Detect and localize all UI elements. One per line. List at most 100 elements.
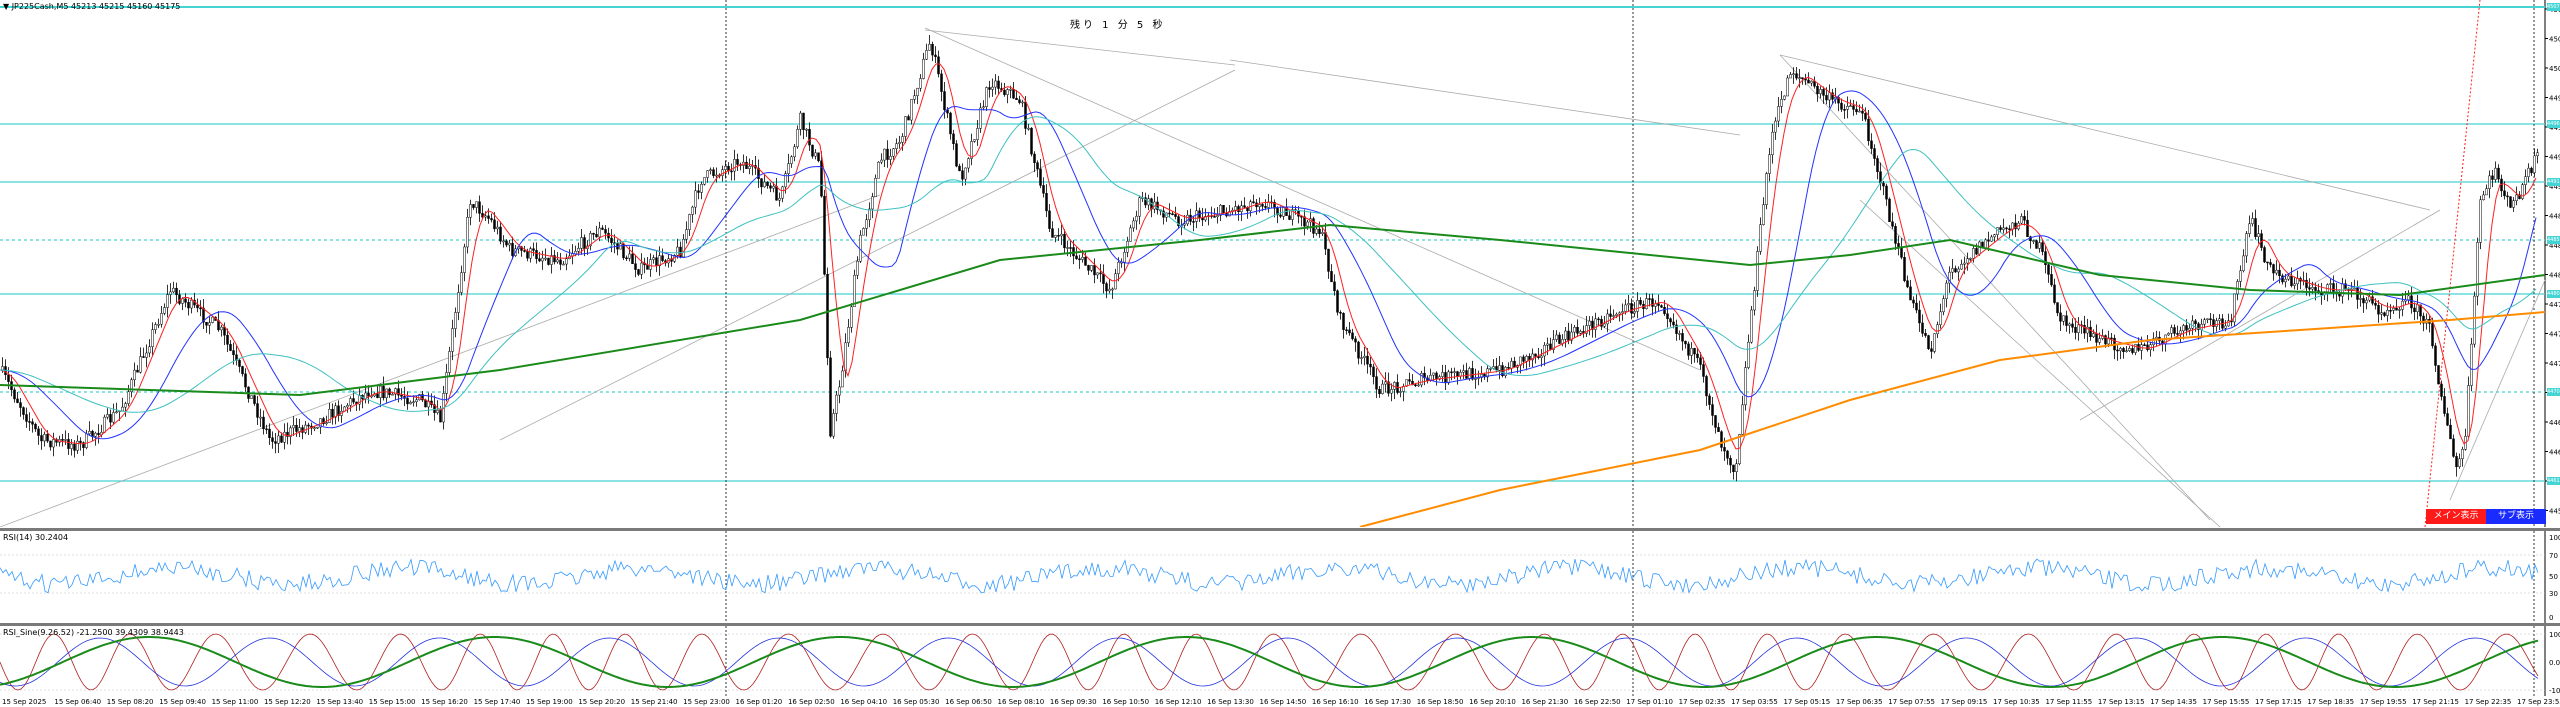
candlestick-series (1, 34, 2539, 482)
oscillator-tick-label: 0.00 (2549, 659, 2560, 667)
candle-body (610, 237, 613, 243)
candle-body (2371, 296, 2374, 304)
candle-body (337, 405, 340, 416)
candle-body (1774, 120, 1777, 133)
candle-body (1750, 309, 1753, 343)
main-chart-pane[interactable]: 4508245052450224499244962449324490244872… (0, 0, 2560, 527)
candle-body (322, 418, 325, 425)
candle-body (2383, 312, 2386, 316)
candle-body (2026, 219, 2029, 237)
candle-body (526, 251, 529, 259)
oscillator-pane[interactable]: 100 0.00 -100 RSI_Sine(9.26.52) -21.2500 3… (0, 623, 2560, 696)
candle-body (652, 257, 655, 260)
candle-body (988, 87, 991, 90)
time-tick-label: 17 Sep 14:35 (2150, 698, 2197, 706)
candle-body (1324, 232, 1327, 250)
rsi-chart[interactable]: 100 70 50 30 0 (0, 531, 2560, 623)
rsi-line (0, 558, 2539, 594)
candle-body (763, 181, 766, 188)
candle-body (145, 352, 148, 358)
candle-body (1429, 374, 1432, 382)
candle-body (2485, 188, 2488, 196)
candle-body (598, 227, 601, 238)
oscillator-tick-label: 100 (2549, 631, 2560, 639)
time-tick-label: 17 Sep 10:35 (1993, 698, 2040, 706)
candle-body (994, 80, 997, 88)
candle-body (2482, 194, 2485, 201)
time-tick-label: 16 Sep 09:30 (1050, 698, 1097, 706)
candle-body (2104, 335, 2107, 345)
candle-body (1723, 447, 1726, 452)
candle-body (1615, 313, 1618, 316)
candle-body (1216, 215, 1219, 218)
candle-body (2128, 348, 2131, 351)
price-chart[interactable]: 4508245052450224499244962449324490244872… (0, 0, 2560, 527)
candle-body (2365, 299, 2368, 304)
candle-body (1423, 372, 1426, 379)
candle-body (583, 237, 586, 249)
candle-body (637, 269, 640, 275)
candle-body (2215, 320, 2218, 327)
candle-body (1966, 258, 1969, 264)
candle-body (2275, 269, 2278, 274)
candle-body (1993, 234, 1996, 238)
candle-body (454, 312, 457, 329)
candle-body (799, 112, 802, 130)
candle-body (2218, 318, 2221, 321)
candle-body (1219, 205, 1222, 216)
main-display-button[interactable]: メイン表示 (2426, 509, 2486, 524)
candle-body (1741, 404, 1744, 435)
candle-body (1093, 265, 1096, 276)
candle-body (1414, 384, 1417, 387)
candle-body (688, 214, 691, 230)
candle-body (2446, 413, 2449, 426)
candle-body (1894, 226, 1897, 244)
candle-body (1702, 364, 1705, 377)
candle-body (202, 307, 205, 323)
rsi-indicator-pane[interactable]: 100 70 50 30 0 RSI(14) 30.2404 (0, 528, 2560, 623)
candle-body (1963, 262, 1966, 265)
candle-body (2284, 278, 2287, 283)
candle-body (916, 87, 919, 97)
candle-body (2287, 275, 2290, 280)
candle-body (1855, 109, 1858, 113)
candle-body (1732, 464, 1735, 472)
candle-body (1969, 258, 1972, 260)
candle-body (976, 128, 979, 140)
candle-body (2455, 456, 2458, 467)
candle-body (1507, 366, 1510, 369)
oscillator-chart[interactable]: 100 0.00 -100 (0, 626, 2560, 696)
candle-body (655, 257, 658, 267)
candle-body (2434, 345, 2437, 366)
candle-body (2122, 348, 2125, 353)
candle-body (103, 416, 106, 433)
sub-display-button[interactable]: サブ表示 (2486, 509, 2546, 524)
candle-body (1459, 371, 1462, 377)
candle-body (1342, 312, 1345, 330)
candle-body (2119, 348, 2122, 352)
candle-body (133, 369, 136, 380)
candle-body (2098, 338, 2101, 343)
candle-body (1567, 330, 1570, 341)
candle-body (1795, 73, 1798, 79)
candle-body (1009, 89, 1012, 91)
candle-body (2200, 323, 2203, 330)
candle-body (1699, 357, 1702, 365)
candle-body (205, 321, 208, 326)
candle-body (367, 392, 370, 397)
candle-body (508, 242, 511, 246)
candle-body (1042, 185, 1045, 194)
time-tick-label: 15 Sep 2025 (2, 698, 46, 706)
candle-body (169, 291, 172, 295)
candle-body (232, 350, 235, 356)
candle-body (2533, 155, 2536, 174)
candle-body (334, 405, 337, 418)
candle-body (604, 229, 607, 234)
candle-body (1882, 182, 1885, 187)
candle-body (1069, 247, 1072, 249)
candle-body (1930, 348, 1933, 352)
price-tick-label: 44662 (2549, 419, 2560, 427)
candle-body (139, 356, 142, 373)
candle-body (970, 141, 973, 159)
candle-body (1900, 246, 1903, 258)
